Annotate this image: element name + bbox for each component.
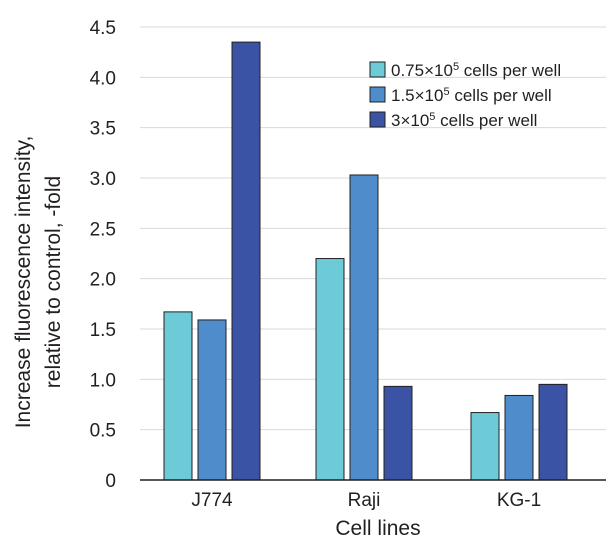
y-axis-title-line-1: Increase fluorescence intensity, (12, 136, 35, 429)
y-tick-label: 3.5 (90, 119, 116, 140)
x-tick-label: KG-1 (497, 490, 541, 511)
bar (163, 311, 193, 481)
y-tick-label: 4.0 (90, 68, 116, 89)
legend-label: 1.5×105 cells per well (391, 86, 552, 105)
x-tick-label: Raji (348, 490, 381, 511)
y-tick-label: 4.5 (90, 18, 116, 39)
legend-swatch (369, 111, 386, 128)
y-tick-label: 1.5 (90, 320, 116, 341)
bars (163, 41, 568, 481)
bar (349, 174, 379, 481)
x-axis-title: Cell lines (335, 517, 420, 540)
y-axis-title: Increase fluorescence intensity, relativ… (12, 136, 65, 429)
x-tick-labels: J774 Raji KG-1 (191, 490, 541, 511)
bar (470, 412, 500, 481)
y-tick-label: 2.0 (90, 270, 116, 291)
y-tick-label: 1.0 (90, 370, 116, 391)
legend-swatch (369, 86, 386, 103)
bar (538, 383, 568, 481)
y-tick-label: 2.5 (90, 219, 116, 240)
legend: 0.75×105 cells per well 1.5×105 cells per… (369, 61, 561, 130)
x-tick-label: J774 (191, 490, 233, 511)
bar (383, 385, 413, 481)
bar (504, 394, 534, 481)
bar (315, 258, 345, 481)
bar (197, 319, 227, 481)
legend-label: 0.75×105 cells per well (391, 61, 561, 80)
y-tick-label: 0.5 (90, 421, 116, 442)
y-tick-label: 3.0 (90, 169, 116, 190)
y-tick-labels: 0 0.5 1.0 1.5 2.0 2.5 3.0 3.5 4.0 4.5 (90, 18, 116, 492)
y-axis-title-line-2: relative to control, -fold (42, 176, 65, 388)
legend-swatch (369, 61, 386, 78)
bar (231, 41, 261, 481)
y-tick-label: 0 (105, 471, 116, 492)
legend-label: 3×105 cells per well (391, 111, 537, 130)
